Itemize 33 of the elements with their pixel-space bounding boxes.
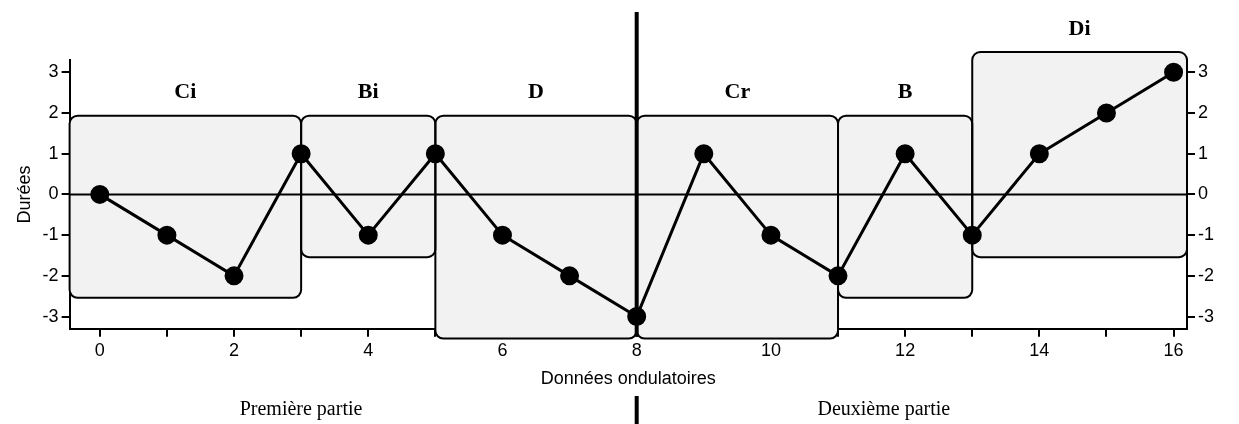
x-tick-label: 4 <box>363 339 374 360</box>
x-tick-label: 16 <box>1163 339 1184 360</box>
y-tick-label: 0 <box>48 183 59 204</box>
x-tick-label: 2 <box>229 339 240 360</box>
y2-tick-label: 1 <box>1198 142 1209 163</box>
text: Première partie <box>239 397 363 421</box>
y-tick-label: -1 <box>42 224 59 245</box>
y-tick-label: 3 <box>48 61 59 82</box>
band-label: D <box>528 78 544 104</box>
y2-tick-label: -1 <box>1198 224 1215 245</box>
x-tick-label: 12 <box>895 339 916 360</box>
y-tick-label: -2 <box>42 264 59 285</box>
y-axis-title: Durées <box>13 165 34 224</box>
y2-tick-label: -3 <box>1198 305 1215 326</box>
text: Deuxième partie <box>817 397 951 421</box>
band-label: Di <box>1068 14 1091 40</box>
x-tick-label: 6 <box>497 339 508 360</box>
y-tick-label: -3 <box>42 305 59 326</box>
x-tick-label: 8 <box>631 339 642 360</box>
y2-tick-label: 0 <box>1198 183 1209 204</box>
y2-tick-label: 3 <box>1198 61 1209 82</box>
band-label: Bi <box>357 78 379 104</box>
x-tick-label: 10 <box>760 339 781 360</box>
band-label: Ci <box>174 78 197 104</box>
x-tick-label: 0 <box>94 339 105 360</box>
band-label: Cr <box>724 78 751 104</box>
x-tick-label: 14 <box>1029 339 1050 360</box>
band-label: B <box>897 78 913 104</box>
x-axis-title: Données ondulatoires <box>540 368 716 389</box>
y-tick-label: 1 <box>48 142 59 163</box>
y2-tick-label: -2 <box>1198 264 1215 285</box>
y2-tick-label: 2 <box>1198 101 1209 122</box>
y-tick-label: 2 <box>48 101 59 122</box>
